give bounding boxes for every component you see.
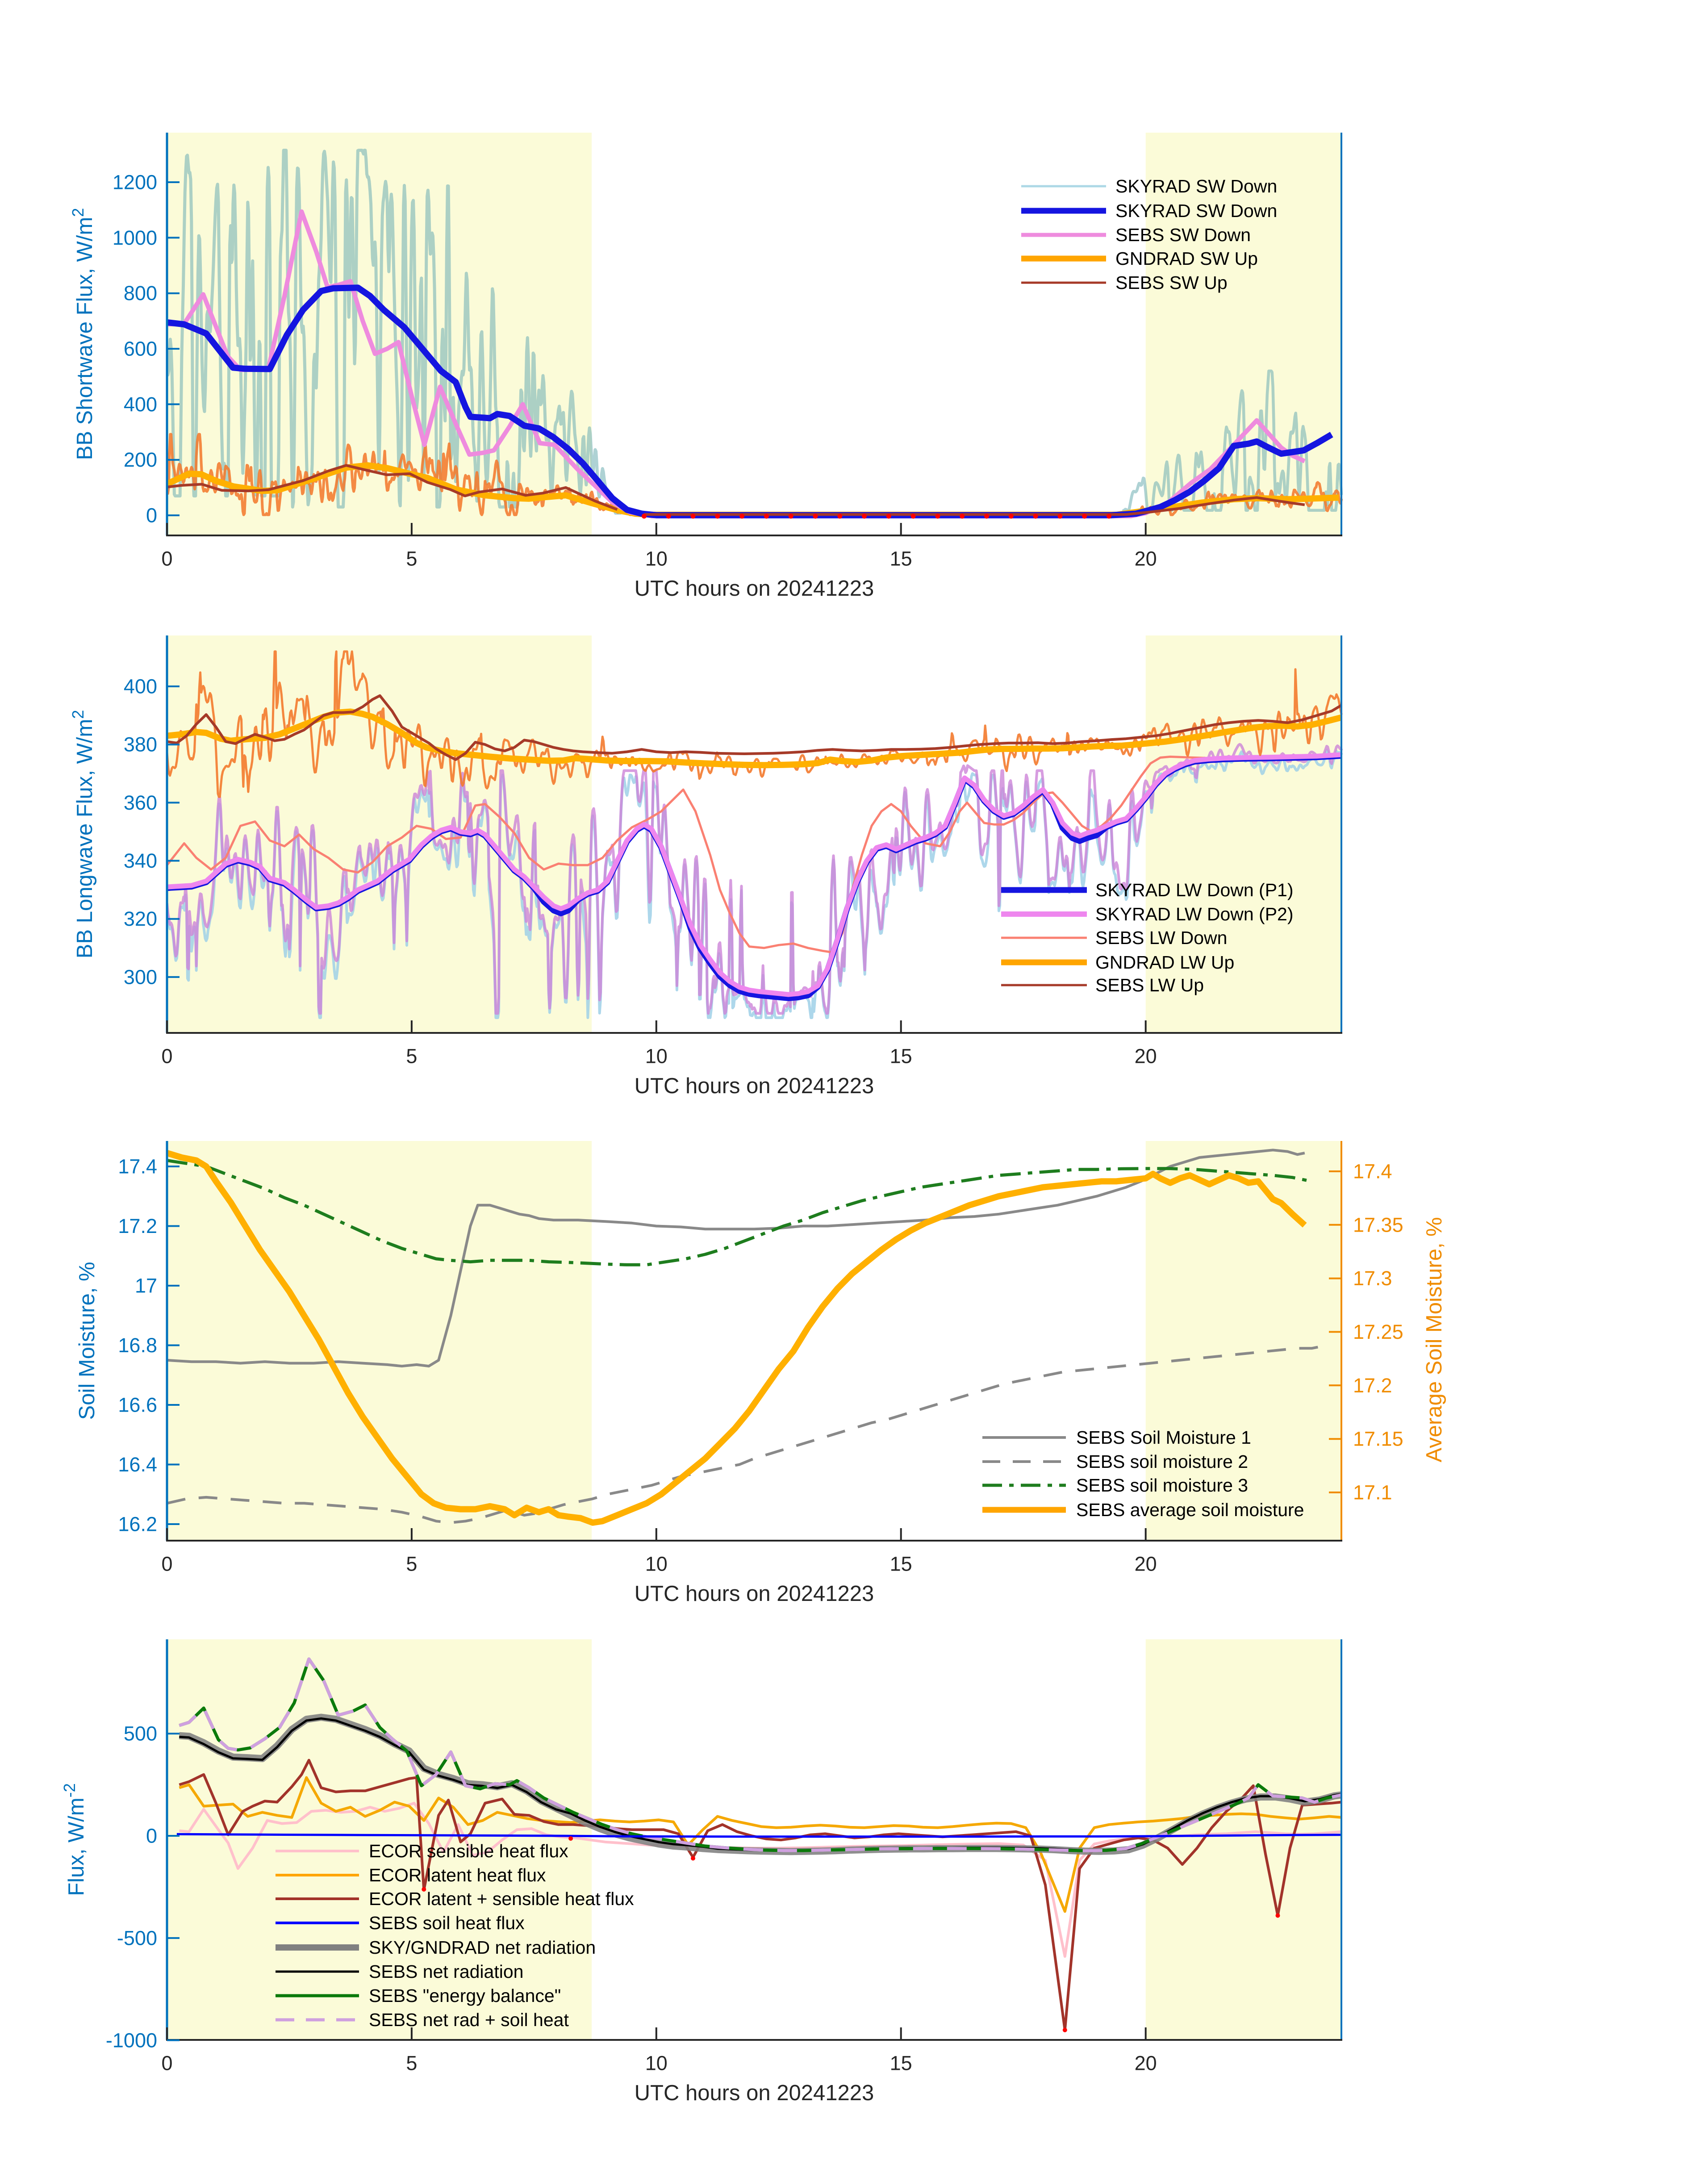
svg-text:300: 300: [124, 965, 157, 988]
svg-text:SEBS average soil moisture: SEBS average soil moisture: [1076, 1500, 1304, 1520]
svg-text:UTC hours on 20241223: UTC hours on 20241223: [635, 1074, 874, 1098]
svg-text:SEBS soil moisture 2: SEBS soil moisture 2: [1076, 1451, 1248, 1472]
svg-text:GNDRAD SW Up: GNDRAD SW Up: [1115, 248, 1258, 269]
svg-text:1000: 1000: [113, 226, 157, 249]
svg-text:340: 340: [124, 849, 157, 872]
svg-text:20: 20: [1135, 1045, 1157, 1068]
svg-text:200: 200: [124, 448, 157, 471]
svg-text:16.2: 16.2: [118, 1513, 157, 1536]
svg-text:10: 10: [645, 1045, 668, 1068]
svg-text:-500: -500: [117, 1926, 157, 1949]
svg-text:SEBS SW Down: SEBS SW Down: [1115, 225, 1251, 245]
svg-text:1200: 1200: [113, 171, 157, 194]
svg-text:SEBS soil heat flux: SEBS soil heat flux: [369, 1913, 525, 1933]
svg-text:SEBS SW Up: SEBS SW Up: [1115, 272, 1228, 293]
svg-text:320: 320: [124, 907, 157, 930]
svg-text:SEBS soil moisture 3: SEBS soil moisture 3: [1076, 1475, 1248, 1496]
svg-text:17: 17: [135, 1274, 157, 1297]
svg-text:GNDRAD LW Up: GNDRAD LW Up: [1095, 952, 1234, 973]
svg-text:20: 20: [1135, 1553, 1157, 1575]
svg-text:Average Soil Moisture, %: Average Soil Moisture, %: [1422, 1217, 1446, 1462]
svg-text:5: 5: [406, 2052, 417, 2075]
svg-text:UTC hours on 20241223: UTC hours on 20241223: [635, 577, 874, 601]
svg-text:500: 500: [124, 1722, 157, 1745]
svg-text:17.4: 17.4: [118, 1155, 157, 1178]
svg-text:ECOR latent heat flux: ECOR latent heat flux: [369, 1865, 546, 1885]
svg-text:17.4: 17.4: [1353, 1160, 1392, 1183]
svg-text:UTC hours on 20241223: UTC hours on 20241223: [635, 1582, 874, 1606]
svg-text:16.4: 16.4: [118, 1453, 157, 1476]
svg-text:ECOR latent + sensible heat fl: ECOR latent + sensible heat flux: [369, 1889, 634, 1909]
svg-text:Flux, W/m-2: Flux, W/m-2: [60, 1783, 89, 1896]
svg-text:UTC hours on 20241223: UTC hours on 20241223: [635, 2081, 874, 2105]
svg-text:5: 5: [406, 1553, 417, 1575]
svg-text:SKY/GNDRAD net radiation: SKY/GNDRAD net radiation: [369, 1937, 596, 1958]
svg-text:SKYRAD SW Down: SKYRAD SW Down: [1115, 176, 1277, 196]
svg-text:15: 15: [890, 547, 912, 570]
svg-text:20: 20: [1135, 547, 1157, 570]
svg-text:17.2: 17.2: [1353, 1374, 1392, 1397]
svg-text:380: 380: [124, 733, 157, 756]
svg-text:17.2: 17.2: [118, 1215, 157, 1237]
svg-text:10: 10: [645, 547, 668, 570]
svg-text:5: 5: [406, 1045, 417, 1068]
svg-text:SEBS Soil Moisture 1: SEBS Soil Moisture 1: [1076, 1427, 1251, 1448]
svg-text:17.15: 17.15: [1353, 1428, 1403, 1450]
svg-text:0: 0: [161, 2052, 172, 2075]
svg-text:BB Shortwave Flux, W/m2: BB Shortwave Flux, W/m2: [69, 208, 97, 460]
svg-text:SEBS net radiation: SEBS net radiation: [369, 1961, 523, 1982]
svg-text:SEBS "energy balance": SEBS "energy balance": [369, 1985, 561, 2006]
svg-text:BB Longwave Flux, W/m2: BB Longwave Flux, W/m2: [69, 710, 97, 959]
svg-text:400: 400: [124, 675, 157, 698]
svg-text:Soil Moisture, %: Soil Moisture, %: [75, 1262, 99, 1420]
svg-text:15: 15: [890, 1045, 912, 1068]
svg-text:400: 400: [124, 393, 157, 416]
svg-text:17.1: 17.1: [1353, 1481, 1392, 1504]
svg-text:SEBS LW Up: SEBS LW Up: [1095, 975, 1204, 995]
svg-text:SEBS LW Down: SEBS LW Down: [1095, 928, 1227, 948]
svg-text:17.35: 17.35: [1353, 1213, 1403, 1236]
svg-text:0: 0: [146, 1825, 157, 1847]
svg-text:ECOR sensible heat flux: ECOR sensible heat flux: [369, 1841, 568, 1861]
svg-text:17.25: 17.25: [1353, 1320, 1403, 1343]
svg-text:15: 15: [890, 1553, 912, 1575]
svg-text:16.6: 16.6: [118, 1394, 157, 1417]
svg-text:0: 0: [161, 547, 172, 570]
svg-text:10: 10: [645, 2052, 668, 2075]
svg-text:-1000: -1000: [106, 2029, 157, 2052]
svg-text:15: 15: [890, 2052, 912, 2075]
svg-text:16.8: 16.8: [118, 1334, 157, 1357]
svg-text:SKYRAD LW Down (P1): SKYRAD LW Down (P1): [1095, 880, 1294, 900]
svg-text:SKYRAD LW Down (P2): SKYRAD LW Down (P2): [1095, 904, 1294, 924]
svg-text:600: 600: [124, 338, 157, 360]
svg-text:5: 5: [406, 547, 417, 570]
svg-text:17.3: 17.3: [1353, 1267, 1392, 1290]
svg-text:0: 0: [161, 1045, 172, 1068]
svg-text:360: 360: [124, 791, 157, 814]
svg-text:10: 10: [645, 1553, 668, 1575]
svg-text:20: 20: [1135, 2052, 1157, 2075]
svg-text:0: 0: [146, 504, 157, 527]
svg-text:SEBS net rad + soil heat: SEBS net rad + soil heat: [369, 2010, 569, 2030]
svg-text:SKYRAD SW Down: SKYRAD SW Down: [1115, 201, 1277, 221]
svg-text:0: 0: [161, 1553, 172, 1575]
svg-text:800: 800: [124, 282, 157, 305]
